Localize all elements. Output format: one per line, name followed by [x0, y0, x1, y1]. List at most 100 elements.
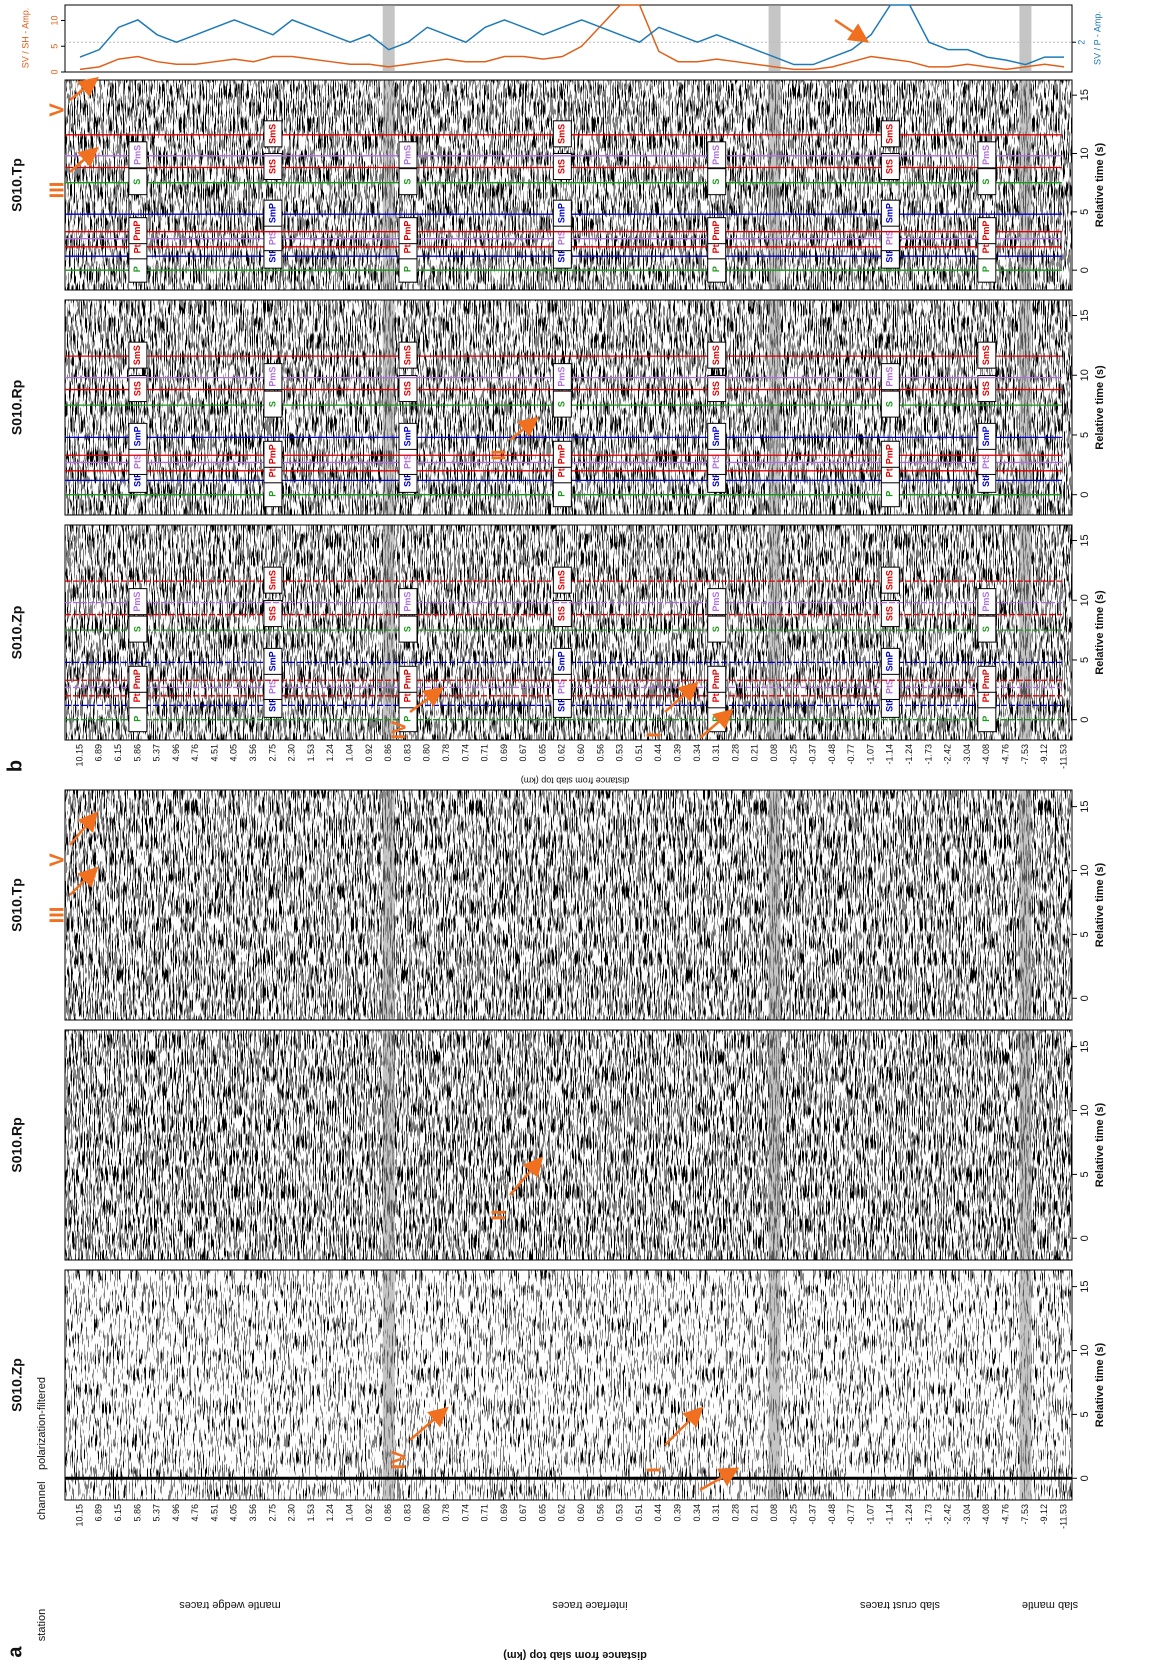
phase-text: S — [132, 626, 142, 632]
phase-text: PmS — [981, 145, 991, 165]
phase-text: P — [557, 491, 567, 497]
time-axis-title: Relative time (s) — [1094, 1102, 1106, 1187]
phase-label: S — [398, 168, 418, 196]
phase-box — [552, 120, 572, 148]
distance-label: -1.07 — [865, 744, 875, 765]
distance-label: 0.80 — [422, 1504, 432, 1522]
phase-text: SmS — [557, 570, 567, 590]
distance-label: 3.56 — [248, 744, 258, 762]
phase-box — [707, 422, 727, 450]
phase-text: SmP — [981, 426, 991, 446]
distance-label: 4.96 — [171, 1504, 181, 1522]
note-filter: polarization-filtered — [36, 1377, 48, 1470]
distance-label: 0.62 — [557, 744, 567, 762]
phase-label: PtS — [263, 672, 283, 700]
distance-label: 0.08 — [769, 1504, 779, 1522]
phase-text: SmS — [557, 124, 567, 144]
distance-label: 1.24 — [325, 744, 335, 762]
phase-box — [552, 440, 572, 468]
phase-box — [707, 141, 727, 169]
highlight-band — [1019, 525, 1032, 740]
phase-text: PmP — [981, 221, 991, 241]
phase-label: SmP — [707, 422, 727, 450]
phase-text: PtP — [981, 238, 991, 253]
phase-text: PmS — [132, 592, 142, 612]
phase-text: PmP — [711, 669, 721, 689]
distance-label: 0.69 — [499, 1504, 509, 1522]
annotation-label: I — [643, 732, 665, 738]
phase-label: SmS — [880, 120, 900, 148]
y2-tick-label: 2 — [1076, 40, 1086, 45]
phase-label: PmP — [552, 440, 572, 468]
highlight-band — [768, 5, 781, 72]
phase-box — [977, 375, 997, 403]
phase-label: PmP — [977, 665, 997, 693]
phase-box — [128, 168, 148, 196]
channel-title: S010.Tp — [9, 878, 25, 932]
channel-title: S010.Tp — [9, 158, 25, 212]
time-tick-label: 10 — [1079, 1104, 1091, 1116]
highlight-band — [382, 790, 395, 1020]
distance-axis-title: distance from slab top (km) — [503, 1649, 647, 1661]
phase-text: S — [402, 626, 412, 632]
phase-box — [707, 615, 727, 643]
phase-text: P — [711, 266, 721, 272]
phase-box — [263, 566, 283, 594]
phase-label: PmS — [398, 141, 418, 169]
amplitude-axis-name: SV / P - Amp. — [1092, 11, 1102, 65]
phase-text: SmP — [885, 203, 895, 223]
phase-box — [552, 566, 572, 594]
phase-text: SmP — [557, 203, 567, 223]
phase-box — [128, 375, 148, 403]
phase-label: PmS — [263, 363, 283, 391]
phase-label: PmP — [263, 440, 283, 468]
annotation-label: IV — [388, 1450, 410, 1470]
distance-label: -1.73 — [923, 1504, 933, 1525]
phase-box — [880, 647, 900, 675]
phase-label: PmS — [128, 141, 148, 169]
phase-box — [977, 615, 997, 643]
distance-label: -0.37 — [808, 744, 818, 765]
time-tick-label: 5 — [1079, 1171, 1091, 1177]
phase-label: S — [263, 390, 283, 418]
highlight-band — [768, 525, 781, 740]
time-tick-label: 10 — [1079, 1344, 1091, 1356]
phase-text: PtP — [981, 687, 991, 702]
phase-text: PmS — [711, 145, 721, 165]
phase-text: SmS — [885, 124, 895, 144]
phase-text: S — [981, 626, 991, 632]
phase-box — [880, 566, 900, 594]
time-tick-label: 15 — [1079, 1040, 1091, 1052]
highlight-band — [382, 300, 395, 515]
phase-box — [263, 153, 283, 180]
phase-box — [263, 199, 283, 227]
phase-box — [263, 440, 283, 468]
highlight-band — [768, 790, 781, 1020]
phase-text: SmP — [402, 426, 412, 446]
phase-label: SmS — [398, 341, 418, 369]
distance-axis-title: distance from slab top (km) — [521, 776, 630, 786]
phase-label: S — [707, 615, 727, 643]
phase-label: PtS — [552, 672, 572, 700]
distance-label: -3.04 — [962, 1504, 972, 1525]
phase-box — [707, 341, 727, 369]
time-tick-label: 15 — [1079, 89, 1091, 101]
annotation-label: I — [643, 1467, 665, 1473]
phase-box — [552, 647, 572, 675]
phase-box — [398, 375, 418, 403]
phase-text: PtP — [267, 462, 277, 477]
highlight-band — [1019, 5, 1032, 72]
panel-label: a — [4, 1646, 26, 1658]
annotation-arrow — [664, 1406, 704, 1446]
phase-text: SmS — [711, 345, 721, 365]
seismic-traces — [65, 790, 1072, 1020]
phase-text: StS — [267, 606, 277, 621]
phase-text: SmP — [557, 651, 567, 671]
phase-label: SmP — [552, 647, 572, 675]
time-axis-title: Relative time (s) — [1094, 590, 1106, 675]
phase-text: PmP — [711, 221, 721, 241]
phase-label: SmP — [263, 199, 283, 227]
y-tick-label: 0 — [49, 69, 59, 74]
phase-box — [977, 341, 997, 369]
phase-text: PtS — [267, 679, 277, 694]
